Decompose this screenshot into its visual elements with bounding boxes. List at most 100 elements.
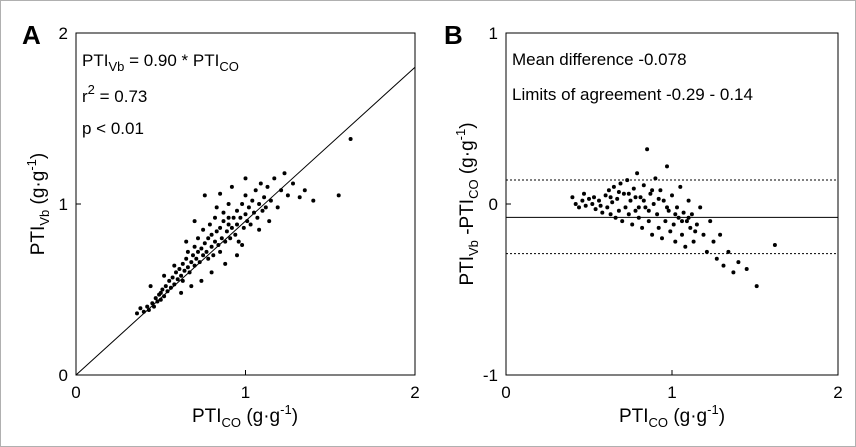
panel-b-y-label-sub2: CO [466, 179, 481, 199]
panel-a-data-point [214, 205, 219, 210]
panel-b-data-point [630, 222, 635, 227]
panel-b-letter: B [444, 20, 463, 50]
panel-b-data-point [680, 232, 684, 237]
panel-b-data-point [611, 184, 616, 189]
panel-a-data-point [297, 195, 302, 200]
panel-a-letter: A [22, 20, 41, 50]
panel-b-data-point [691, 239, 696, 244]
panel-a-eq-sub: Vb [108, 59, 124, 74]
panel-b-data-point [736, 260, 741, 265]
panel-b-data-point [605, 205, 610, 210]
panel-b-x-label-sub: CO [649, 415, 669, 430]
panel-a-data-point [158, 297, 163, 302]
panel-a-x-label-sup: -1 [280, 402, 292, 417]
panel-b-data-point [635, 171, 640, 176]
panel-b-data-point [616, 208, 621, 213]
panel-b-x-tick-label: 0 [501, 383, 510, 402]
panel-b-data-point [623, 205, 628, 210]
panel-a-data-point [162, 273, 167, 278]
panel-a-data-point [219, 236, 224, 241]
panel-b-y-label-sub: Vb [466, 240, 481, 256]
panel-a-data-point [229, 184, 234, 189]
panel-a-data-point [192, 263, 197, 268]
panel-a-data-point [163, 284, 168, 289]
panel-a-data-point [233, 232, 238, 237]
panel-a-data-point [221, 210, 226, 215]
panel-a-data-point [226, 222, 231, 227]
panel-b-data-point [744, 267, 749, 271]
panel-b-x-axis-label: PTICO (g·g-1) [619, 402, 725, 430]
panel-a-data-point [168, 285, 173, 290]
panel-b-y-axis-label: PTIVb -PTICO (g·g-1) [453, 122, 481, 285]
panel-a-data-point [206, 236, 211, 241]
panel-a-data-point [204, 249, 209, 254]
panel-a-data-point [218, 191, 223, 196]
panel-a-data-point [184, 239, 189, 244]
panel-a-data-point [135, 311, 139, 316]
panel-b-data-point [643, 205, 648, 210]
panel-b-y-label-main: PTI [457, 256, 478, 286]
panel-a-x-tick-label: 2 [410, 383, 419, 402]
panel-a-data-point [243, 176, 248, 181]
panel-a-data-point [155, 299, 160, 304]
panel-a: 0 1 2 0 1 2 A PTICO (g·g-1) PTIVb (g·g-1… [22, 20, 420, 430]
panel-a-data-point [185, 249, 190, 254]
panel-a-data-point [260, 208, 265, 213]
panel-a-data-point [285, 193, 290, 198]
panel-b-data-point [646, 219, 651, 224]
panel-b-data-point [666, 208, 671, 213]
panel-a-y-label-close: ) [28, 153, 49, 159]
panel-a-data-point [207, 222, 212, 227]
panel-b-data-point [570, 195, 575, 200]
panel-b-data-point [628, 198, 633, 203]
panel-a-data-point [189, 284, 194, 289]
panel-a-data-point [236, 239, 241, 244]
panel-a-data-point [160, 287, 165, 292]
panel-b-data-point [650, 232, 655, 237]
panel-b-data-point [678, 184, 683, 189]
panel-a-data-point [177, 267, 182, 271]
panel-a-data-point [235, 222, 239, 227]
panel-a-data-point [179, 290, 184, 295]
panel-a-data-point [250, 198, 255, 203]
panel-b-data-point [631, 186, 636, 191]
panel-a-data-point [216, 243, 221, 247]
panel-a-data-point [257, 227, 262, 232]
panel-b-y-tick-label: 1 [489, 24, 498, 43]
panel-b-y-label-mid: -PTI [457, 199, 478, 240]
panel-a-data-point [262, 195, 267, 200]
panel-b-data-point [708, 219, 713, 224]
panel-a-r2-sup: 2 [88, 82, 95, 97]
panel-a-y-label-sub: Vb [37, 210, 52, 226]
panel-a-x-label-close: ) [292, 406, 298, 427]
panel-b-data-point [590, 202, 595, 206]
panel-b-data-point [683, 244, 688, 249]
panel-a-data-point [223, 239, 228, 244]
panel-b-data-point [648, 191, 653, 196]
panel-a-data-point [213, 215, 217, 220]
panel-b-y-label-sup: -1 [453, 129, 468, 141]
panel-a-data-point [248, 222, 253, 227]
panel-a-data-point [253, 188, 258, 193]
panel-a-data-point [175, 277, 180, 282]
panel-b-data-point [621, 191, 626, 196]
panel-a-equation: PTIVb = 0.90 * PTICO [82, 51, 239, 74]
panel-b-data-point [714, 256, 719, 261]
panel-b-data-point [663, 219, 668, 224]
panel-a-data-point [170, 275, 175, 280]
panel-b-y-tick-label: -1 [483, 366, 498, 385]
panel-a-data-point [187, 270, 192, 275]
panel-a-data-point [228, 236, 233, 241]
panel-b-x-label-close: ) [719, 406, 725, 427]
panel-a-x-label-unit: (g·g [241, 406, 280, 427]
panel-b-data-point [633, 195, 638, 200]
panel-a-data-point [282, 171, 287, 176]
panel-b: 0 1 2 -1 0 1 B PTICO (g·g-1) PTIVb -PTIC… [444, 20, 843, 430]
panel-a-data-point [223, 261, 228, 266]
panel-a-eq-part: = 0.90 * PTI [124, 51, 219, 70]
panel-b-data-point [686, 198, 691, 203]
panel-b-data-point [620, 219, 625, 224]
panel-a-data-point [146, 308, 151, 312]
panel-b-data-point [593, 207, 598, 212]
panel-a-data-point [206, 256, 211, 261]
